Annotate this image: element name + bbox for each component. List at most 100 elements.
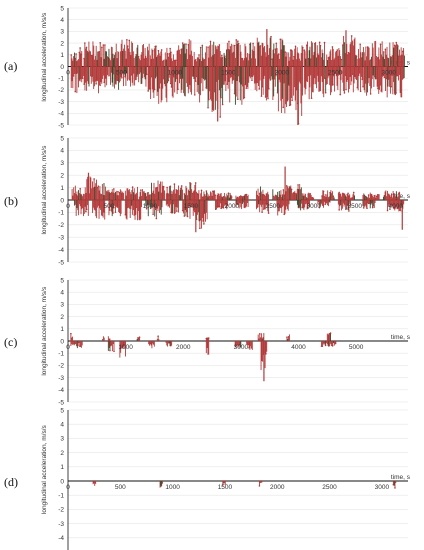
data-point <box>237 40 239 43</box>
data-point <box>237 98 239 101</box>
data-point <box>233 44 236 47</box>
data-point <box>145 208 148 210</box>
y-tick-label: 4 <box>60 422 64 429</box>
data-point <box>362 207 365 209</box>
y-tick-label: -1 <box>58 351 64 358</box>
data-point <box>113 206 115 209</box>
data-point <box>348 210 350 212</box>
bars <box>92 481 397 489</box>
x-tick-label: 5000 <box>349 344 364 351</box>
data-point <box>114 211 117 213</box>
y-tick-label: -1 <box>58 76 64 83</box>
data-point <box>200 189 203 192</box>
x-tick-label: 0 <box>66 203 70 210</box>
data-point <box>294 45 297 48</box>
y-tick-label: -2 <box>58 363 64 370</box>
data-point <box>136 75 138 77</box>
data-point <box>331 345 334 347</box>
data-point <box>72 75 75 77</box>
data-point <box>267 212 270 214</box>
data-point <box>245 193 248 196</box>
data-point <box>152 213 154 216</box>
data-point <box>121 76 123 79</box>
data-point <box>151 49 154 52</box>
data-point <box>155 217 158 220</box>
y-tick-label: 4 <box>60 148 64 155</box>
data-point <box>209 40 212 43</box>
data-point <box>245 87 248 89</box>
y-tick-label: 0 <box>60 478 64 485</box>
data-point <box>221 54 223 57</box>
data-point <box>318 41 321 44</box>
x-tick-label: 3000 <box>375 484 390 491</box>
data-point <box>389 208 391 210</box>
x-axis-label: time, s <box>391 474 411 481</box>
data-point <box>215 208 218 210</box>
data-point <box>369 93 372 95</box>
data-point <box>70 332 72 335</box>
data-point <box>268 87 270 90</box>
x-tick-label: 1000 <box>143 203 158 210</box>
data-point <box>394 487 396 489</box>
bars <box>70 332 337 382</box>
bars <box>71 166 405 233</box>
y-tick-label: -4 <box>58 387 64 394</box>
data-point <box>70 54 73 56</box>
data-point <box>324 344 327 347</box>
data-point <box>324 91 327 94</box>
data-point <box>323 41 326 44</box>
data-point <box>228 40 230 43</box>
y-tick-label: -2 <box>58 507 64 514</box>
data-point <box>113 350 115 353</box>
data-point <box>346 80 348 82</box>
data-point <box>199 227 201 230</box>
y-tick-label: -1 <box>58 493 64 500</box>
data-point <box>321 345 324 347</box>
data-point <box>338 191 340 194</box>
data-point <box>95 82 97 85</box>
data-point <box>265 353 267 355</box>
data-point <box>218 44 221 46</box>
y-tick-label: -3 <box>58 99 64 106</box>
data-point <box>359 43 361 46</box>
data-point <box>338 209 340 211</box>
x-tick-label: 2500 <box>328 70 343 77</box>
data-point <box>302 46 304 49</box>
data-point <box>383 76 386 79</box>
data-point <box>218 205 221 208</box>
data-point <box>329 332 332 334</box>
data-point <box>252 42 254 45</box>
y-tick-label: 0 <box>60 197 64 204</box>
y-tick-label: 5 <box>60 5 64 12</box>
y-tick-label: -5 <box>58 399 64 406</box>
data-point <box>108 209 111 211</box>
data-point <box>324 203 326 206</box>
data-point <box>243 96 246 99</box>
data-point <box>343 92 346 94</box>
y-tick-label: -4 <box>58 247 64 254</box>
data-point <box>99 41 102 44</box>
data-point <box>303 49 306 52</box>
data-point <box>307 207 309 209</box>
data-point <box>166 186 168 189</box>
data-point <box>109 349 111 352</box>
y-tick-label: 5 <box>60 135 64 142</box>
data-point <box>96 186 99 189</box>
data-point <box>166 53 169 55</box>
bars <box>70 29 405 125</box>
data-point <box>118 80 121 83</box>
data-point <box>371 206 374 209</box>
data-point <box>214 194 217 196</box>
y-tick-label: 2 <box>60 450 64 457</box>
data-point <box>297 52 299 55</box>
data-point <box>181 42 184 44</box>
y-tick-label: 1 <box>60 185 64 192</box>
data-point <box>198 54 200 56</box>
data-point <box>167 79 170 82</box>
x-tick-label: 0 <box>66 344 70 351</box>
data-point <box>331 46 334 48</box>
data-point <box>270 35 272 38</box>
data-point <box>167 192 169 195</box>
data-point <box>173 183 176 185</box>
